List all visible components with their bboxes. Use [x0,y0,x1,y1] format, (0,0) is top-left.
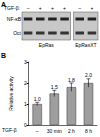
svg-text:1.0: 1.0 [34,96,41,102]
svg-text:+: + [51,5,54,11]
svg-text:TGF-β: TGF-β [2,127,17,133]
html-text:B: B [1,52,7,59]
svg-text:–: – [36,128,39,134]
svg-text:2 h: 2 h [68,128,75,134]
svg-text:–: – [27,5,30,11]
svg-text:2.0: 2.0 [85,72,92,78]
svg-text:+: + [63,5,66,11]
svg-text:NF-κB: NF-κB [7,16,22,22]
svg-text:EpRas: EpRas [39,42,55,48]
svg-text:0: 0 [24,122,27,128]
svg-text:1: 1 [24,101,27,107]
svg-text:2: 2 [24,80,27,86]
svg-text:1.5: 1.5 [51,84,58,90]
svg-text:+: + [90,5,93,11]
svg-text:EpRasXT: EpRasXT [75,42,96,48]
svg-text:30 min: 30 min [47,128,62,134]
svg-text:Relative activity: Relative activity [8,76,14,111]
svg-text:+: + [39,5,42,11]
svg-text:TGF-β:: TGF-β: [4,5,20,11]
svg-text:1.8: 1.8 [68,77,75,83]
svg-text:Oct: Oct [13,30,21,36]
svg-text:3: 3 [24,59,27,65]
svg-text:8 h: 8 h [85,128,92,134]
svg-text:–: – [78,5,81,11]
